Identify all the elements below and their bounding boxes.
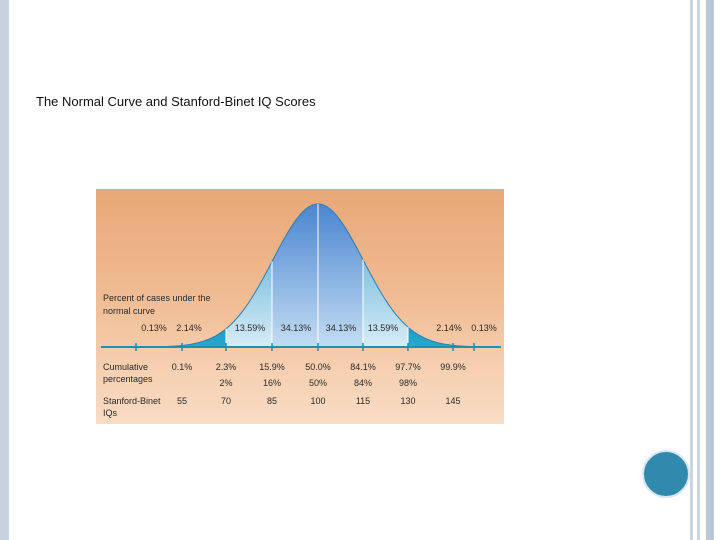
slide-decoration-circle xyxy=(642,450,690,498)
segment-percent: 2.14% xyxy=(176,323,202,333)
iq-score: 145 xyxy=(445,396,461,406)
iq-label-line2: IQs xyxy=(103,408,118,418)
rounded-cumulative-percent: 50% xyxy=(308,378,328,388)
rounded-cumulative-percent: 98% xyxy=(398,378,418,388)
curve-region xyxy=(318,204,363,347)
iq-score: 70 xyxy=(220,396,232,406)
iq-score: 115 xyxy=(355,396,371,406)
cumulative-percent: 15.9% xyxy=(259,362,285,372)
iq-score: 85 xyxy=(266,396,278,406)
cumulative-percent: 99.9% xyxy=(440,362,466,372)
segment-percent: 13.59% xyxy=(234,323,266,333)
curve-region xyxy=(408,327,453,347)
rounded-cumulative-percent: 16% xyxy=(262,378,282,388)
normal-curve-graphic xyxy=(101,203,501,351)
curve-region xyxy=(272,204,318,347)
segment-percent: 34.13% xyxy=(325,323,357,333)
left-edge-bar xyxy=(0,0,9,540)
cumulative-percent: 0.1% xyxy=(171,362,193,372)
percent-cases-label-line1: Percent of cases under the xyxy=(103,293,211,303)
rounded-cumulative-percent: 2% xyxy=(219,378,233,388)
cumulative-percent: 2.3% xyxy=(215,362,237,372)
normal-curve-figure: Percent of cases under the normal curve … xyxy=(96,189,504,424)
cumulative-percent: 50.0% xyxy=(305,362,331,372)
segment-percent: 34.13% xyxy=(280,323,312,333)
segment-percent: 2.14% xyxy=(436,323,462,333)
segment-percent: 0.13% xyxy=(141,323,167,333)
percent-cases-label-line2: normal curve xyxy=(103,306,156,316)
curve-region xyxy=(226,261,272,347)
right-edge-bar xyxy=(690,0,693,540)
iq-label-line1: Stanford-Binet xyxy=(103,396,161,406)
rounded-cumulative-percent: 84% xyxy=(353,378,373,388)
cumulative-label-line1: Cumulative xyxy=(103,362,149,372)
curve-region xyxy=(182,328,226,347)
cumulative-percent: 84.1% xyxy=(350,362,376,372)
iq-score: 130 xyxy=(400,396,416,406)
slide-title: The Normal Curve and Stanford-Binet IQ S… xyxy=(36,94,316,109)
iq-score: 100 xyxy=(310,396,326,406)
segment-percent: 0.13% xyxy=(471,323,497,333)
right-edge-bar xyxy=(697,0,700,540)
iq-score: 55 xyxy=(176,396,188,406)
right-edge-bar xyxy=(706,0,714,540)
cumulative-percent: 97.7% xyxy=(395,362,421,372)
cumulative-label-line2: percentages xyxy=(103,374,153,384)
segment-percent: 13.59% xyxy=(367,323,399,333)
